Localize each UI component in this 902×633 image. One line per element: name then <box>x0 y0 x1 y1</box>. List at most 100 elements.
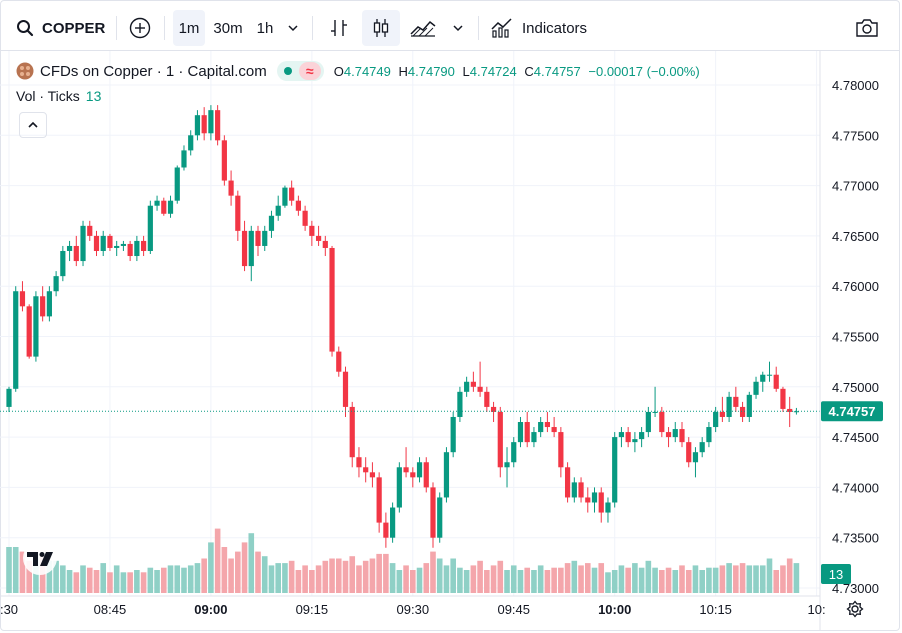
candle-body <box>363 467 369 473</box>
candle-body <box>66 245 73 251</box>
candles-icon <box>373 19 389 37</box>
time-tick-label: 09:30 <box>397 602 430 617</box>
volume-bar <box>93 570 100 593</box>
volume-bar <box>591 567 598 593</box>
volume-bar <box>652 567 658 593</box>
interval-dropdown[interactable] <box>282 10 304 46</box>
volume-bar <box>154 570 160 593</box>
candle-body <box>578 482 584 498</box>
candle-body <box>6 388 12 407</box>
interval-1m[interactable]: 1m <box>173 10 205 46</box>
candle-body <box>208 110 214 134</box>
candle-body <box>275 205 281 216</box>
candle-body <box>686 442 692 463</box>
candle-body <box>632 439 638 443</box>
candle-body <box>524 422 530 443</box>
volume-bar <box>214 528 221 593</box>
compare-symbol-button[interactable] <box>124 10 156 46</box>
volume-bar <box>167 565 174 593</box>
symbol-title[interactable]: CFDs on Copper · 1 · Capital.com <box>40 62 267 80</box>
volume-bar <box>544 570 551 593</box>
market-status-badge[interactable]: ≈ <box>276 61 324 81</box>
volume-bar <box>403 565 409 593</box>
market-open-dot-icon <box>283 67 292 75</box>
candle-body <box>13 291 19 389</box>
candle-body <box>235 195 241 231</box>
candle-body <box>309 225 315 236</box>
candle-body <box>598 492 604 513</box>
time-tick-label: 10:00 <box>598 602 631 617</box>
low-value: 4.74724 <box>469 63 517 79</box>
candle-body <box>665 432 672 438</box>
volume-bar <box>228 558 234 593</box>
candle-body <box>221 140 227 181</box>
candle-body <box>692 452 699 463</box>
volume-bar <box>369 558 376 593</box>
volume-bar <box>510 565 517 593</box>
area-chart-type-button[interactable] <box>406 10 440 46</box>
volume-bar <box>349 556 356 593</box>
volume-bar <box>766 558 773 593</box>
volume-bar <box>60 565 66 593</box>
volume-bar <box>208 542 214 593</box>
volume-bar <box>692 565 699 593</box>
time-tick-label: 10:15 <box>699 602 732 617</box>
settings-icon[interactable] <box>846 600 864 618</box>
volume-bar <box>611 570 618 593</box>
candle-body <box>544 422 550 428</box>
candle-body <box>289 187 295 201</box>
volume-bar <box>759 565 766 593</box>
volume-bar <box>645 560 652 593</box>
candle-body <box>564 467 571 498</box>
volume-bar <box>282 563 288 593</box>
bar-replay-button[interactable] <box>322 10 356 46</box>
candle-body <box>591 492 598 503</box>
candle-body <box>766 374 773 376</box>
volume-legend[interactable]: Vol · Ticks 13 <box>16 88 101 104</box>
volume-bar <box>786 558 793 593</box>
price-tick-label: 4.75000 <box>832 380 879 395</box>
toolbar-divider <box>164 16 165 40</box>
indicators-button[interactable]: Indicators <box>490 10 600 46</box>
time-axis[interactable]: :30 08:45 09:00 09:15 09:30 09:45 10:00 10:15 10… <box>0 602 826 617</box>
volume-bar <box>733 565 739 593</box>
volume-bar <box>66 570 73 593</box>
symbol-label: COPPER <box>42 19 106 37</box>
volume-bar <box>410 570 416 593</box>
candle-body <box>504 462 510 468</box>
interval-1h[interactable]: 1h <box>256 19 274 37</box>
candle-body <box>551 427 557 433</box>
price-axis[interactable]: 4.78000 4.77500 4.77000 4.76500 4.76000 4.755… <box>832 78 879 596</box>
volume-bar <box>490 565 497 593</box>
candle-body <box>477 386 483 392</box>
candle-body <box>46 291 52 317</box>
candle-body <box>262 230 268 246</box>
candle-body <box>188 135 194 151</box>
candle-body <box>430 487 436 538</box>
volume-bar <box>780 565 786 593</box>
volume-bar <box>356 565 362 593</box>
candle-body <box>464 381 470 392</box>
volume-bar <box>174 565 181 593</box>
screenshot-button[interactable] <box>852 10 882 46</box>
volume-bar <box>329 558 335 593</box>
indicators-icon <box>491 18 512 38</box>
time-tick-label: 09:00 <box>194 602 227 617</box>
collapse-legend-button[interactable] <box>19 112 47 138</box>
open-label: O <box>333 63 344 79</box>
high-label: H <box>398 63 408 79</box>
volume-bar <box>470 565 477 593</box>
candles-chart-type-button[interactable] <box>362 10 400 46</box>
volume-bar <box>450 558 456 593</box>
volume-bar <box>551 567 557 593</box>
interval-30m[interactable]: 30m <box>213 19 243 37</box>
tradingview-logo[interactable] <box>20 540 60 576</box>
volume-bar <box>477 560 483 593</box>
chart-type-dropdown[interactable] <box>447 10 469 46</box>
symbol-search-button[interactable]: COPPER <box>16 10 106 46</box>
volume-bar <box>638 567 645 593</box>
close-value: 4.74757 <box>533 63 581 79</box>
candle-body <box>484 391 490 407</box>
